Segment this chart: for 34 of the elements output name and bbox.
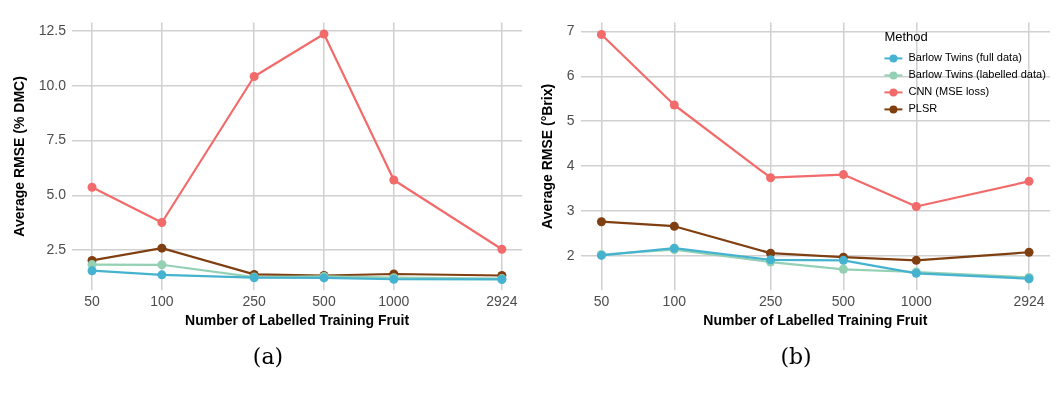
x-tick-label: 50 xyxy=(593,292,610,309)
x-tick-label: 2924 xyxy=(486,292,518,309)
x-tick-label: 250 xyxy=(758,292,783,309)
x-tick-label: 100 xyxy=(150,292,174,309)
x-tick-label: 50 xyxy=(84,292,101,309)
y-tick-label: 5 xyxy=(566,112,575,129)
y-tick-label: 12.5 xyxy=(38,22,67,39)
y-tick-label: 2.5 xyxy=(46,240,67,257)
y-tick-label: 4 xyxy=(566,156,575,173)
x-tick-label: 100 xyxy=(662,292,687,309)
y-axis-title: Average RMSE (°Brix) xyxy=(539,83,556,229)
x-tick-label: 500 xyxy=(831,292,856,309)
x-tick-label: 1000 xyxy=(900,292,933,309)
legend-label: Barlow Twins (labelled data) xyxy=(908,68,1046,81)
x-tick-label: 500 xyxy=(312,292,336,309)
legend-label: CNN (MSE loss) xyxy=(908,85,990,98)
text: (b) xyxy=(780,344,812,369)
y-tick-label: 6 xyxy=(566,67,575,84)
legend-label: Barlow Twins (full data) xyxy=(908,51,1022,64)
text: (a) xyxy=(252,344,284,369)
x-axis-title: Number of Labelled Training Fruit xyxy=(185,312,410,329)
y-tick-label: 3 xyxy=(566,201,575,218)
x-tick-label: 2924 xyxy=(1013,292,1045,309)
y-tick-label: 10.0 xyxy=(38,76,67,93)
x-tick-label: 1000 xyxy=(378,292,410,309)
x-axis-title: Number of Labelled Training Fruit xyxy=(703,312,928,329)
legend-title: Method xyxy=(884,28,928,44)
y-tick-label: 5.0 xyxy=(46,186,67,203)
x-tick-label: 250 xyxy=(242,292,267,309)
y-axis-title: Average RMSE (% DMC) xyxy=(11,76,28,237)
y-tick-label: 7 xyxy=(566,22,575,39)
legend-label: PLSR xyxy=(908,102,938,115)
y-tick-label: 2 xyxy=(566,246,575,263)
y-tick-label: 7.5 xyxy=(46,131,67,148)
